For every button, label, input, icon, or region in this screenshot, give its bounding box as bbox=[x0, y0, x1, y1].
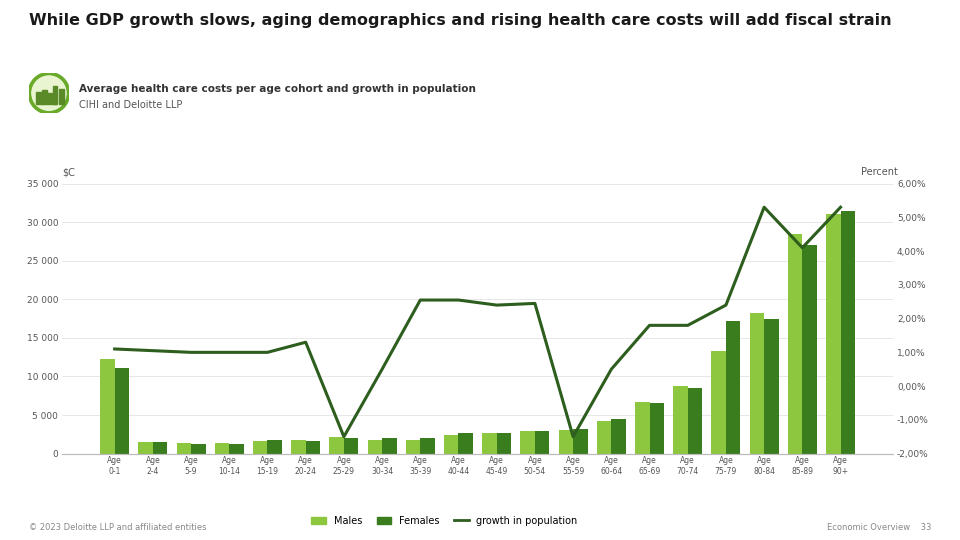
Bar bbox=[650, 403, 664, 454]
Bar bbox=[597, 421, 612, 454]
Bar bbox=[788, 234, 803, 454]
Bar bbox=[138, 442, 153, 454]
Bar bbox=[215, 443, 229, 454]
Circle shape bbox=[32, 75, 66, 111]
Bar bbox=[750, 313, 764, 454]
Bar bbox=[305, 441, 321, 454]
Bar bbox=[253, 441, 268, 454]
Bar bbox=[764, 319, 779, 454]
Bar bbox=[573, 429, 588, 454]
Bar bbox=[59, 89, 64, 104]
Bar bbox=[268, 441, 282, 454]
Bar bbox=[535, 431, 549, 454]
Bar bbox=[191, 443, 205, 454]
Bar bbox=[803, 245, 817, 454]
Bar bbox=[177, 443, 191, 454]
Bar bbox=[826, 214, 841, 454]
Bar bbox=[291, 441, 305, 454]
Bar bbox=[368, 441, 382, 454]
Bar bbox=[482, 433, 496, 454]
Bar bbox=[420, 438, 435, 454]
Bar bbox=[520, 431, 535, 454]
Text: $C: $C bbox=[62, 167, 75, 177]
Bar bbox=[36, 92, 43, 104]
Text: © 2023 Deloitte LLP and affiliated entities: © 2023 Deloitte LLP and affiliated entit… bbox=[29, 523, 206, 532]
Legend: Males, Females, growth in population: Males, Females, growth in population bbox=[307, 512, 582, 530]
Bar bbox=[612, 419, 626, 454]
Bar bbox=[673, 387, 687, 454]
Bar bbox=[47, 93, 56, 104]
Text: CIHI and Deloitte LLP: CIHI and Deloitte LLP bbox=[79, 100, 182, 110]
Text: Average health care costs per age cohort and growth in population: Average health care costs per age cohort… bbox=[79, 84, 475, 94]
Bar bbox=[459, 433, 473, 454]
Bar bbox=[444, 435, 459, 454]
Bar bbox=[841, 211, 855, 454]
Bar bbox=[329, 437, 344, 454]
Bar bbox=[406, 440, 420, 454]
Bar bbox=[711, 351, 726, 454]
Bar bbox=[726, 321, 740, 454]
Bar bbox=[496, 433, 512, 454]
Text: While GDP growth slows, aging demographics and rising health care costs will add: While GDP growth slows, aging demographi… bbox=[29, 14, 892, 29]
Bar bbox=[382, 438, 396, 454]
Bar bbox=[153, 442, 167, 454]
Bar bbox=[100, 360, 114, 454]
Bar bbox=[559, 430, 573, 454]
Bar bbox=[687, 388, 702, 454]
Bar bbox=[53, 86, 58, 104]
Bar bbox=[635, 402, 650, 454]
Bar bbox=[229, 443, 244, 454]
Bar bbox=[41, 90, 47, 104]
Bar bbox=[344, 438, 358, 454]
Text: Percent: Percent bbox=[861, 167, 898, 177]
Bar bbox=[114, 368, 130, 454]
Text: Economic Overview    33: Economic Overview 33 bbox=[827, 523, 931, 532]
